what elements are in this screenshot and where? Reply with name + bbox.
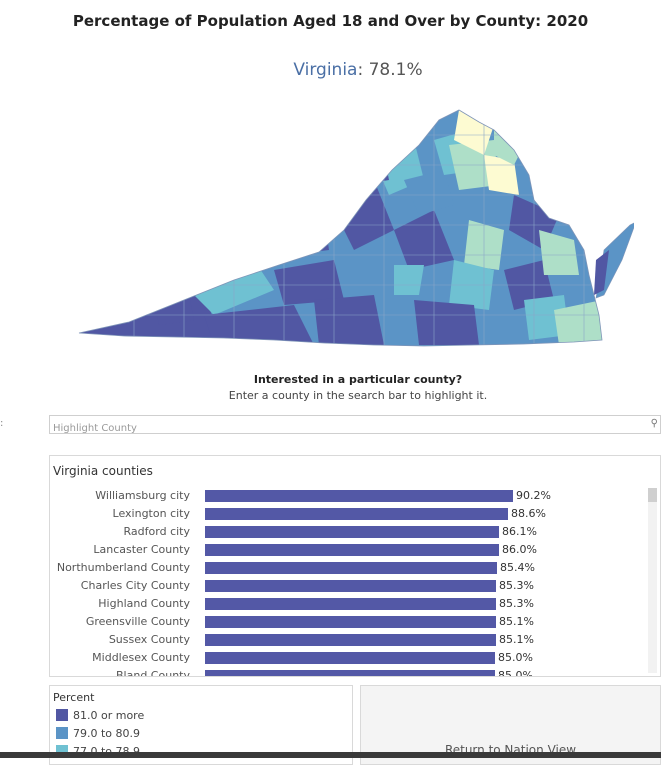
map-region [244, 235, 289, 270]
map-region [554, 300, 602, 345]
page-title: Percentage of Population Aged 18 and Ove… [72, 12, 589, 30]
county-value: 85.0% [498, 669, 533, 677]
map-region [334, 180, 394, 250]
legend-label: 79.0 to 80.9 [73, 727, 141, 740]
county-row[interactable]: Middlesex County 85.0% [50, 649, 650, 667]
left-edge-mark: : [0, 418, 4, 429]
map-region [274, 260, 344, 305]
county-value: 86.1% [502, 525, 537, 538]
county-bar[interactable] [205, 562, 497, 574]
county-name: Bland County [116, 669, 190, 677]
scrollbar-thumb[interactable] [648, 488, 657, 502]
county-value: 88.6% [511, 507, 546, 520]
virginia-county-map[interactable] [74, 100, 634, 350]
map-outline [78, 109, 603, 347]
state-name: Virginia [293, 60, 358, 80]
highlight-county-search[interactable]: ⚲ [49, 415, 661, 437]
county-row[interactable]: Greensville County 85.1% [50, 613, 650, 631]
counties-scrollbar[interactable] [648, 488, 657, 673]
county-bar[interactable] [205, 670, 495, 676]
county-name: Lexington city [112, 507, 190, 520]
map-region [394, 265, 424, 295]
county-bar[interactable] [205, 598, 496, 610]
counties-panel-title: Virginia counties [53, 464, 153, 478]
county-row[interactable]: Williamsburg city 90.2% [50, 487, 650, 505]
county-value: 85.3% [499, 579, 534, 592]
county-value: 85.1% [499, 633, 534, 646]
county-bar[interactable] [205, 544, 499, 556]
legend-title: Percent [53, 691, 95, 704]
county-name: Radford city [123, 525, 190, 538]
highlight-county-input[interactable] [50, 420, 633, 437]
legend-label: 81.0 or more [73, 709, 145, 722]
legend-swatch [56, 709, 68, 721]
search-icon[interactable]: ⚲ [650, 418, 658, 429]
state-summary: Virginia: 78.1% [0, 60, 661, 80]
county-value: 85.4% [500, 561, 535, 574]
county-value: 85.0% [498, 651, 533, 664]
legend-panel: Percent 81.0 or more 79.0 to 80.9 77.0 t… [49, 685, 353, 765]
county-fill-group [79, 110, 602, 346]
county-row[interactable]: Highland County 85.3% [50, 595, 650, 613]
county-bar[interactable] [205, 580, 496, 592]
county-row[interactable]: Bland County 85.0% [50, 667, 650, 677]
county-name: Greensville County [85, 615, 190, 628]
legend-item: 79.0 to 80.9 [56, 727, 140, 741]
prompt-heading: Interested in a particular county? [253, 373, 463, 386]
county-value: 85.3% [499, 597, 534, 610]
county-name: Lancaster County [93, 543, 190, 556]
counties-bar-panel: Virginia counties Williamsburg city 90.2%… [49, 455, 661, 677]
county-name: Middlesex County [92, 651, 190, 664]
county-row[interactable]: Charles City County 85.3% [50, 577, 650, 595]
county-row[interactable]: Sussex County 85.1% [50, 631, 650, 649]
county-rows: Williamsburg city 90.2% Lexington city 88.6… [50, 487, 650, 677]
map-region [314, 295, 384, 345]
map-region [79, 270, 224, 345]
map-region [539, 230, 579, 275]
county-row[interactable]: Lexington city 88.6% [50, 505, 650, 523]
county-name: Sussex County [108, 633, 190, 646]
county-row[interactable]: Radford city 86.1% [50, 523, 650, 541]
county-bar[interactable] [205, 634, 496, 646]
county-bar[interactable] [205, 526, 499, 538]
map-region [494, 130, 524, 165]
map-region [414, 300, 479, 345]
legend-swatch [56, 727, 68, 739]
county-name: Northumberland County [56, 561, 190, 574]
county-value: 90.2% [516, 489, 551, 502]
nav-panel: Return to Nation View [360, 685, 661, 765]
county-bar[interactable] [205, 652, 495, 664]
state-separator: : [357, 60, 364, 80]
eastern-shore-lower [594, 250, 609, 295]
eastern-shore-peninsula [595, 222, 634, 299]
county-row[interactable]: Lancaster County 86.0% [50, 541, 650, 559]
county-name: Charles City County [80, 579, 190, 592]
county-bar[interactable] [205, 616, 496, 628]
state-value: 78.1% [368, 60, 423, 80]
county-row[interactable]: Northumberland County 85.4% [50, 559, 650, 577]
bottom-scroll-bar[interactable] [0, 752, 661, 758]
county-bar[interactable] [205, 490, 513, 502]
legend-item: 81.0 or more [56, 709, 144, 723]
county-bar[interactable] [205, 508, 508, 520]
county-name: Highland County [98, 597, 190, 610]
county-name: Williamsburg city [95, 489, 190, 502]
map-region [404, 170, 454, 215]
prompt-subtext: Enter a county in the search bar to high… [228, 389, 488, 402]
county-value: 85.1% [499, 615, 534, 628]
county-value: 86.0% [502, 543, 537, 556]
